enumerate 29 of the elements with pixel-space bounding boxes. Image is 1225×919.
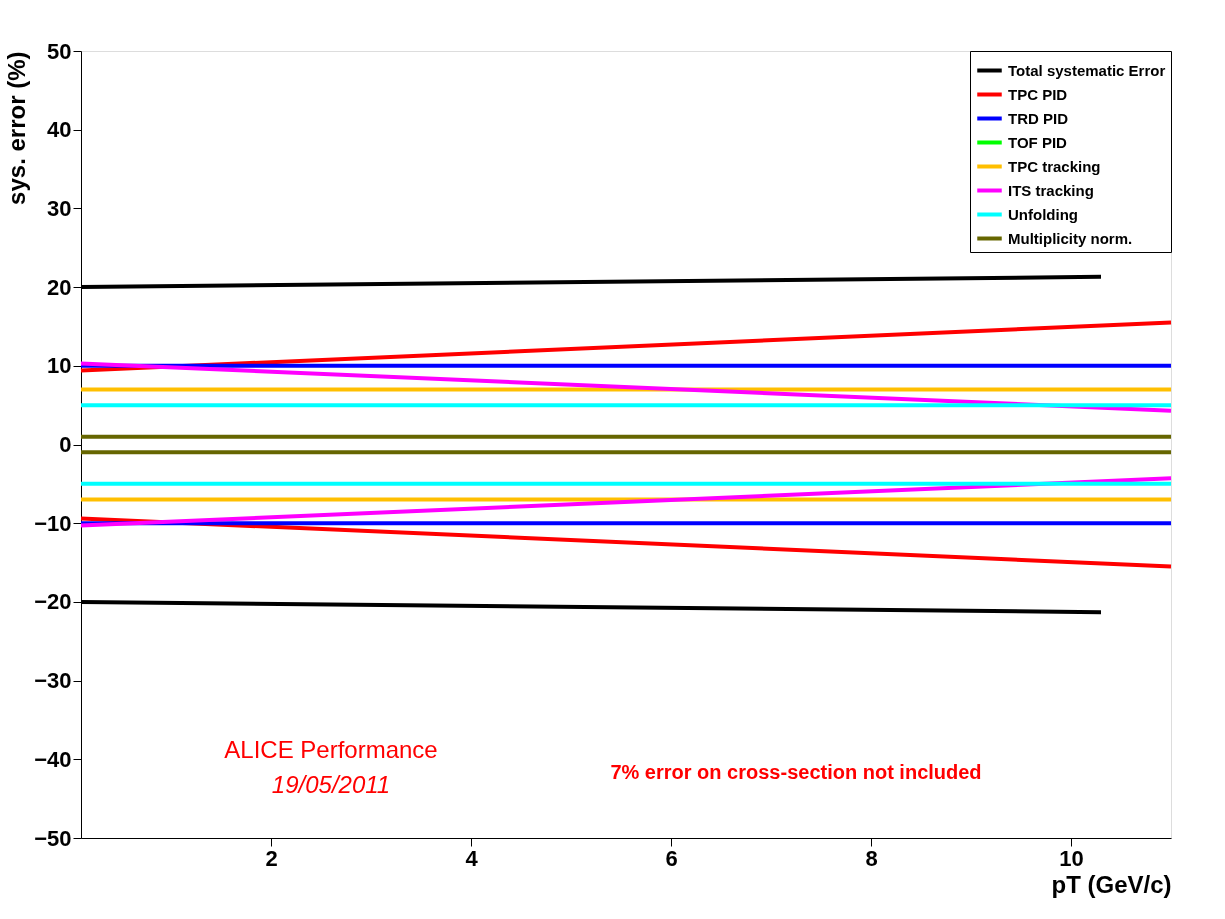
legend-label: TOF PID: [1008, 133, 1068, 151]
y-tick-label: 40: [47, 117, 72, 143]
x-tick-label: 6: [665, 845, 678, 871]
legend-label: TRD PID: [1008, 109, 1069, 127]
y-tick-label: −10: [34, 510, 72, 536]
legend-label: TPC tracking: [1008, 157, 1101, 175]
y-tick-label: 50: [47, 38, 72, 64]
y-tick-label: −40: [34, 746, 72, 772]
legend-label: Total systematic Error: [1008, 61, 1166, 79]
y-tick-label: 0: [59, 432, 72, 457]
legend-label: ITS tracking: [1008, 181, 1094, 199]
y-tick-label: −20: [34, 589, 72, 615]
annotation: 7% error on cross-section not included: [610, 761, 982, 783]
legend-label: Multiplicity norm.: [1008, 229, 1133, 247]
y-tick-label: 20: [47, 274, 72, 300]
y-tick-label: 10: [47, 353, 72, 379]
legend-label: Unfolding: [1008, 205, 1078, 223]
x-tick-label: 10: [1059, 845, 1084, 871]
y-tick-label: −30: [34, 668, 72, 694]
y-tick-label: −50: [34, 825, 72, 851]
annotation: ALICE Performance: [224, 736, 438, 763]
y-tick-label: 30: [47, 195, 72, 221]
x-tick-label: 4: [465, 845, 479, 871]
x-tick-label: 2: [265, 845, 278, 871]
legend-label: TPC PID: [1008, 85, 1068, 103]
x-axis-title: pT (GeV/c): [1051, 870, 1172, 898]
annotation: 19/05/2011: [271, 771, 391, 798]
x-tick-label: 8: [865, 845, 878, 871]
y-axis-title: sys. error (%): [3, 51, 31, 205]
